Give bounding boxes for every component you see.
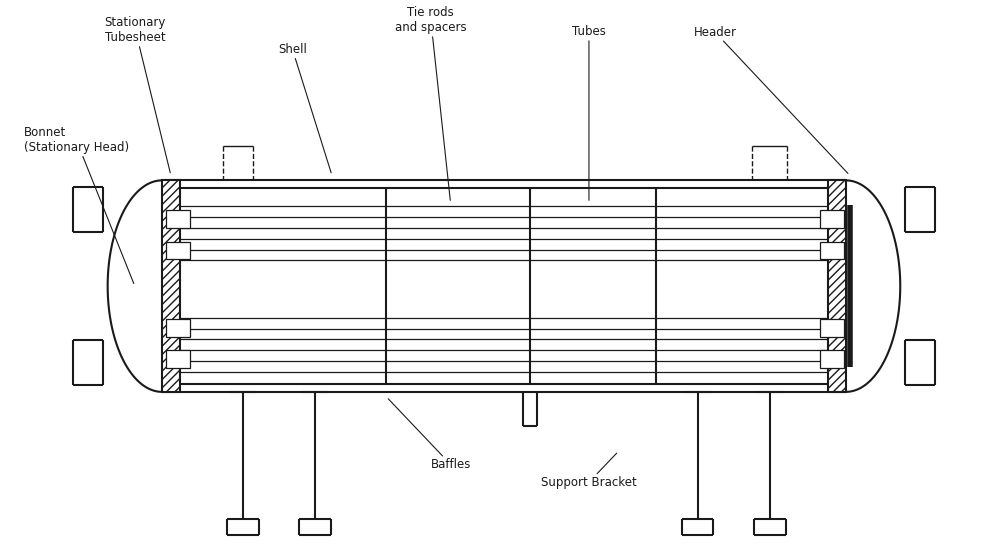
Text: Baffles: Baffles bbox=[388, 399, 471, 471]
Bar bbox=[820, 350, 844, 368]
Bar bbox=[820, 242, 844, 260]
Text: Tie rods
and spacers: Tie rods and spacers bbox=[395, 6, 467, 200]
Bar bbox=[166, 319, 190, 337]
Bar bbox=[820, 210, 844, 228]
Bar bbox=[166, 242, 190, 260]
Bar bbox=[828, 181, 846, 392]
Bar bbox=[820, 319, 844, 337]
Bar bbox=[162, 181, 180, 392]
Text: Tubes: Tubes bbox=[572, 25, 606, 200]
Text: Support Bracket: Support Bracket bbox=[541, 453, 637, 489]
Bar bbox=[166, 210, 190, 228]
Text: Shell: Shell bbox=[278, 43, 331, 173]
Bar bbox=[166, 350, 190, 368]
Text: Header: Header bbox=[694, 26, 848, 173]
Text: Stationary
Tubesheet: Stationary Tubesheet bbox=[105, 16, 170, 173]
Text: Bonnet
(Stationary Head): Bonnet (Stationary Head) bbox=[24, 126, 134, 283]
